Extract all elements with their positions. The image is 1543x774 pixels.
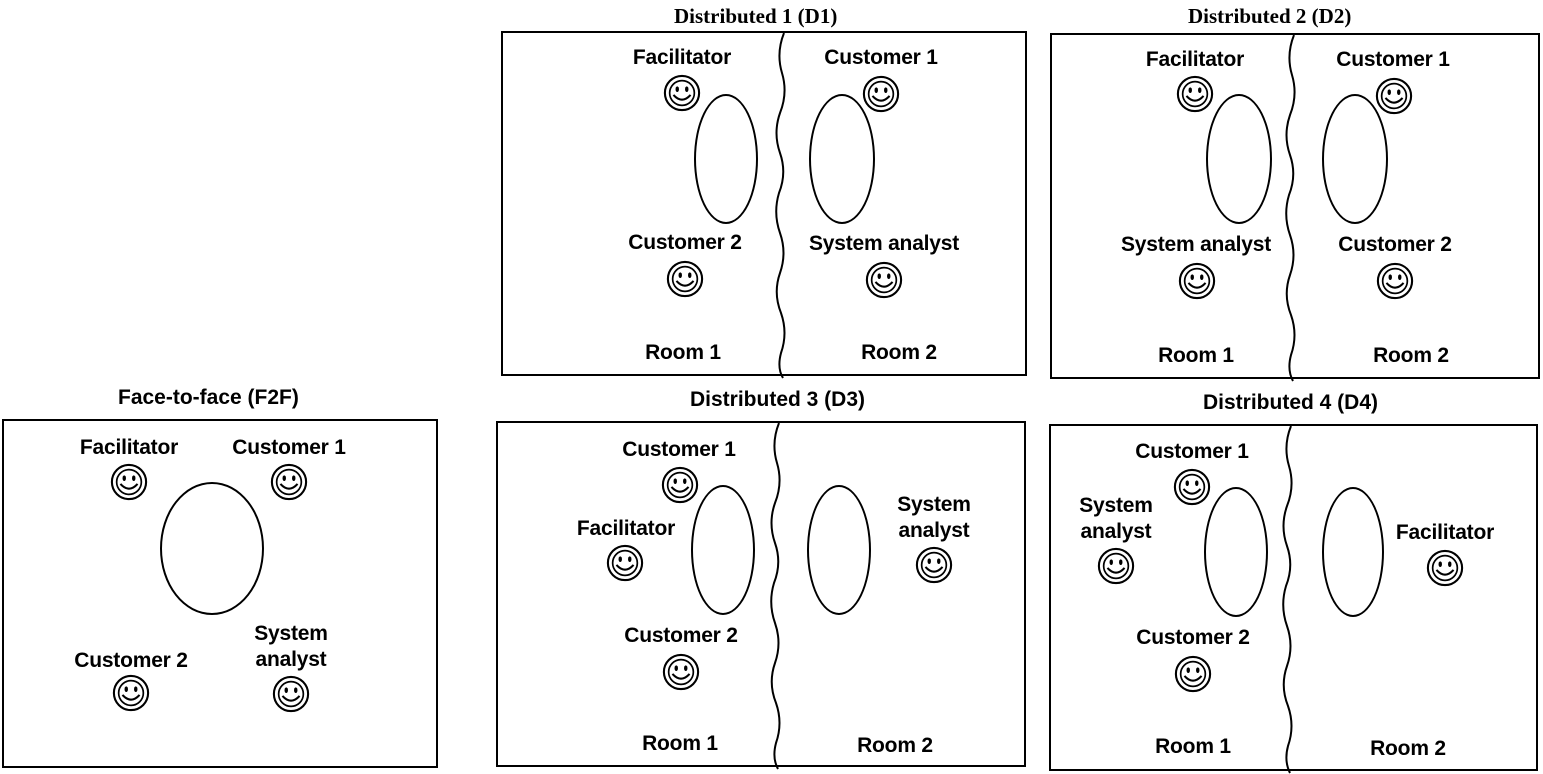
customer1-label: Customer 1 xyxy=(824,46,938,69)
customer1-label: Customer 1 xyxy=(1135,440,1249,463)
room1-label: Room 1 xyxy=(642,732,718,755)
facilitator-label: Facilitator xyxy=(632,46,732,69)
customer2-smiley-icon xyxy=(662,653,700,691)
customer2-smiley-icon xyxy=(1376,262,1414,300)
room-divider xyxy=(770,422,781,770)
room1-table xyxy=(694,94,758,224)
customer1-label: Customer 1 xyxy=(232,436,346,459)
facilitator-smiley-icon xyxy=(606,544,644,582)
facilitator-label: Facilitator xyxy=(79,436,179,459)
customer1-smiley-icon xyxy=(862,75,900,113)
room1-label: Room 1 xyxy=(1155,735,1231,758)
customer2-smiley-icon xyxy=(112,674,150,712)
analyst-label-line2: analyst xyxy=(1080,520,1152,543)
customer2-label: Customer 2 xyxy=(1136,626,1250,649)
room-divider xyxy=(1282,425,1293,774)
room2-label: Room 2 xyxy=(857,734,933,757)
f2f-panel: Facilitator Customer 1 Customer 2 System… xyxy=(2,419,438,768)
d1-title: Distributed 1 (D1) xyxy=(674,4,838,28)
d4-title: Distributed 4 (D4) xyxy=(1203,391,1379,414)
room2-table xyxy=(1322,487,1384,617)
facilitator-smiley-icon xyxy=(110,463,148,501)
customer2-label: Customer 2 xyxy=(74,649,188,672)
customer1-smiley-icon xyxy=(1173,468,1211,506)
facilitator-smiley-icon xyxy=(1426,549,1464,587)
d2-panel: Facilitator Customer 1 System analyst Cu… xyxy=(1050,33,1540,382)
room2-table xyxy=(809,94,875,224)
facilitator-smiley-icon xyxy=(1176,75,1214,113)
analyst-label-line2: analyst xyxy=(898,519,970,542)
d3-title: Distributed 3 (D3) xyxy=(690,388,866,411)
room1-table xyxy=(691,485,755,615)
analyst-smiley-icon xyxy=(865,261,903,299)
analyst-label-line1: System xyxy=(897,493,971,516)
analyst-smiley-icon xyxy=(1097,547,1135,585)
customer1-label: Customer 1 xyxy=(622,438,736,461)
f2f-title: Face-to-face (F2F) xyxy=(118,386,299,409)
d3-panel: Customer 1 Facilitator Customer 2 System… xyxy=(496,421,1026,770)
facilitator-label: Facilitator xyxy=(1145,48,1245,71)
customer1-smiley-icon xyxy=(270,463,308,501)
room2-label: Room 2 xyxy=(1373,344,1449,367)
facilitator-smiley-icon xyxy=(663,74,701,112)
customer1-smiley-icon xyxy=(1375,77,1413,115)
room2-label: Room 2 xyxy=(861,341,937,364)
customer2-smiley-icon xyxy=(666,260,704,298)
customer1-smiley-icon xyxy=(661,466,699,504)
customer2-label: Customer 2 xyxy=(624,624,738,647)
analyst-label: System analyst xyxy=(1120,233,1272,256)
d4-panel: Customer 1 System analyst Customer 2 Fac… xyxy=(1049,424,1538,774)
customer1-label: Customer 1 xyxy=(1336,48,1450,71)
analyst-label-line1: System xyxy=(254,622,328,645)
facilitator-label: Facilitator xyxy=(1395,521,1495,544)
analyst-smiley-icon xyxy=(272,675,310,713)
customer2-label: Customer 2 xyxy=(1338,233,1452,256)
d2-title: Distributed 2 (D2) xyxy=(1188,4,1352,28)
customer2-label: Customer 2 xyxy=(628,231,742,254)
room2-label: Room 2 xyxy=(1370,737,1446,760)
d1-panel: Facilitator Customer 1 Customer 2 System… xyxy=(501,31,1027,379)
analyst-smiley-icon xyxy=(915,546,953,584)
meeting-table xyxy=(160,482,264,615)
analyst-smiley-icon xyxy=(1178,262,1216,300)
room1-label: Room 1 xyxy=(645,341,721,364)
analyst-label: System analyst xyxy=(808,232,960,255)
room1-table xyxy=(1206,94,1272,224)
analyst-label-line2: analyst xyxy=(255,648,327,671)
analyst-label-line1: System xyxy=(1079,494,1153,517)
room2-table xyxy=(807,485,871,615)
room1-table xyxy=(1204,487,1268,617)
customer2-smiley-icon xyxy=(1174,655,1212,693)
room2-table xyxy=(1322,94,1388,224)
room-divider xyxy=(1285,34,1296,382)
room-divider xyxy=(775,32,786,379)
facilitator-label: Facilitator xyxy=(576,517,676,540)
room1-label: Room 1 xyxy=(1158,344,1234,367)
